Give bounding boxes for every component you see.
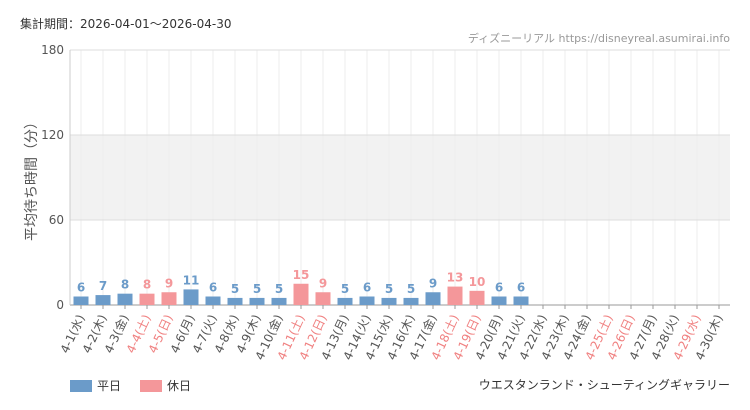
value-label: 11: [183, 273, 200, 287]
value-label: 5: [275, 282, 283, 296]
value-label: 8: [121, 278, 129, 292]
value-label: 15: [293, 268, 310, 282]
value-label: 9: [319, 276, 327, 290]
bar: [249, 297, 265, 305]
y-tick-label: 60: [49, 213, 64, 227]
value-label: 6: [517, 281, 525, 295]
value-label: 6: [495, 281, 503, 295]
y-tick-label: 120: [41, 128, 64, 142]
bar: [205, 296, 221, 305]
bar: [117, 293, 133, 305]
bar: [425, 292, 441, 305]
y-tick-label: 0: [56, 298, 64, 312]
legend-swatch: [70, 380, 92, 392]
value-label: 6: [363, 281, 371, 295]
value-label: 10: [469, 275, 486, 289]
bar: [139, 293, 155, 305]
bar: [469, 290, 485, 305]
value-label: 5: [231, 282, 239, 296]
value-label: 9: [165, 276, 173, 290]
value-label: 5: [385, 282, 393, 296]
bar: [183, 289, 199, 305]
bar: [161, 292, 177, 305]
y-axis-label: 平均待ち時間（分）: [24, 115, 40, 241]
chart-title: 集計期間：2026-04-01〜2026-04-30: [20, 16, 231, 31]
bar: [315, 292, 331, 305]
bar: [271, 297, 287, 305]
value-label: 13: [447, 271, 464, 285]
subtitle: ウエスタンランド・シューティングギャラリー: [479, 378, 730, 392]
y-tick-label: 180: [41, 43, 64, 57]
value-label: 6: [77, 281, 85, 295]
value-label: 5: [341, 282, 349, 296]
bar: [293, 283, 309, 305]
bar: [337, 297, 353, 305]
bar: [73, 296, 89, 305]
bar: [381, 297, 397, 305]
bar: [403, 297, 419, 305]
bar: [95, 295, 111, 305]
source: ディズニーリアル https://disneyreal.asumirai.inf…: [468, 31, 730, 45]
bar: [491, 296, 507, 305]
bar: [447, 286, 463, 305]
value-label: 5: [407, 282, 415, 296]
value-label: 6: [209, 281, 217, 295]
legend-swatch: [140, 380, 162, 392]
bar: [513, 296, 529, 305]
value-label: 9: [429, 276, 437, 290]
bar: [359, 296, 375, 305]
legend-label: 平日: [97, 379, 121, 393]
bar: [227, 297, 243, 305]
grid-band: [70, 135, 730, 220]
value-label: 5: [253, 282, 261, 296]
value-label: 8: [143, 278, 151, 292]
value-label: 7: [99, 279, 107, 293]
legend-label: 休日: [167, 379, 191, 393]
